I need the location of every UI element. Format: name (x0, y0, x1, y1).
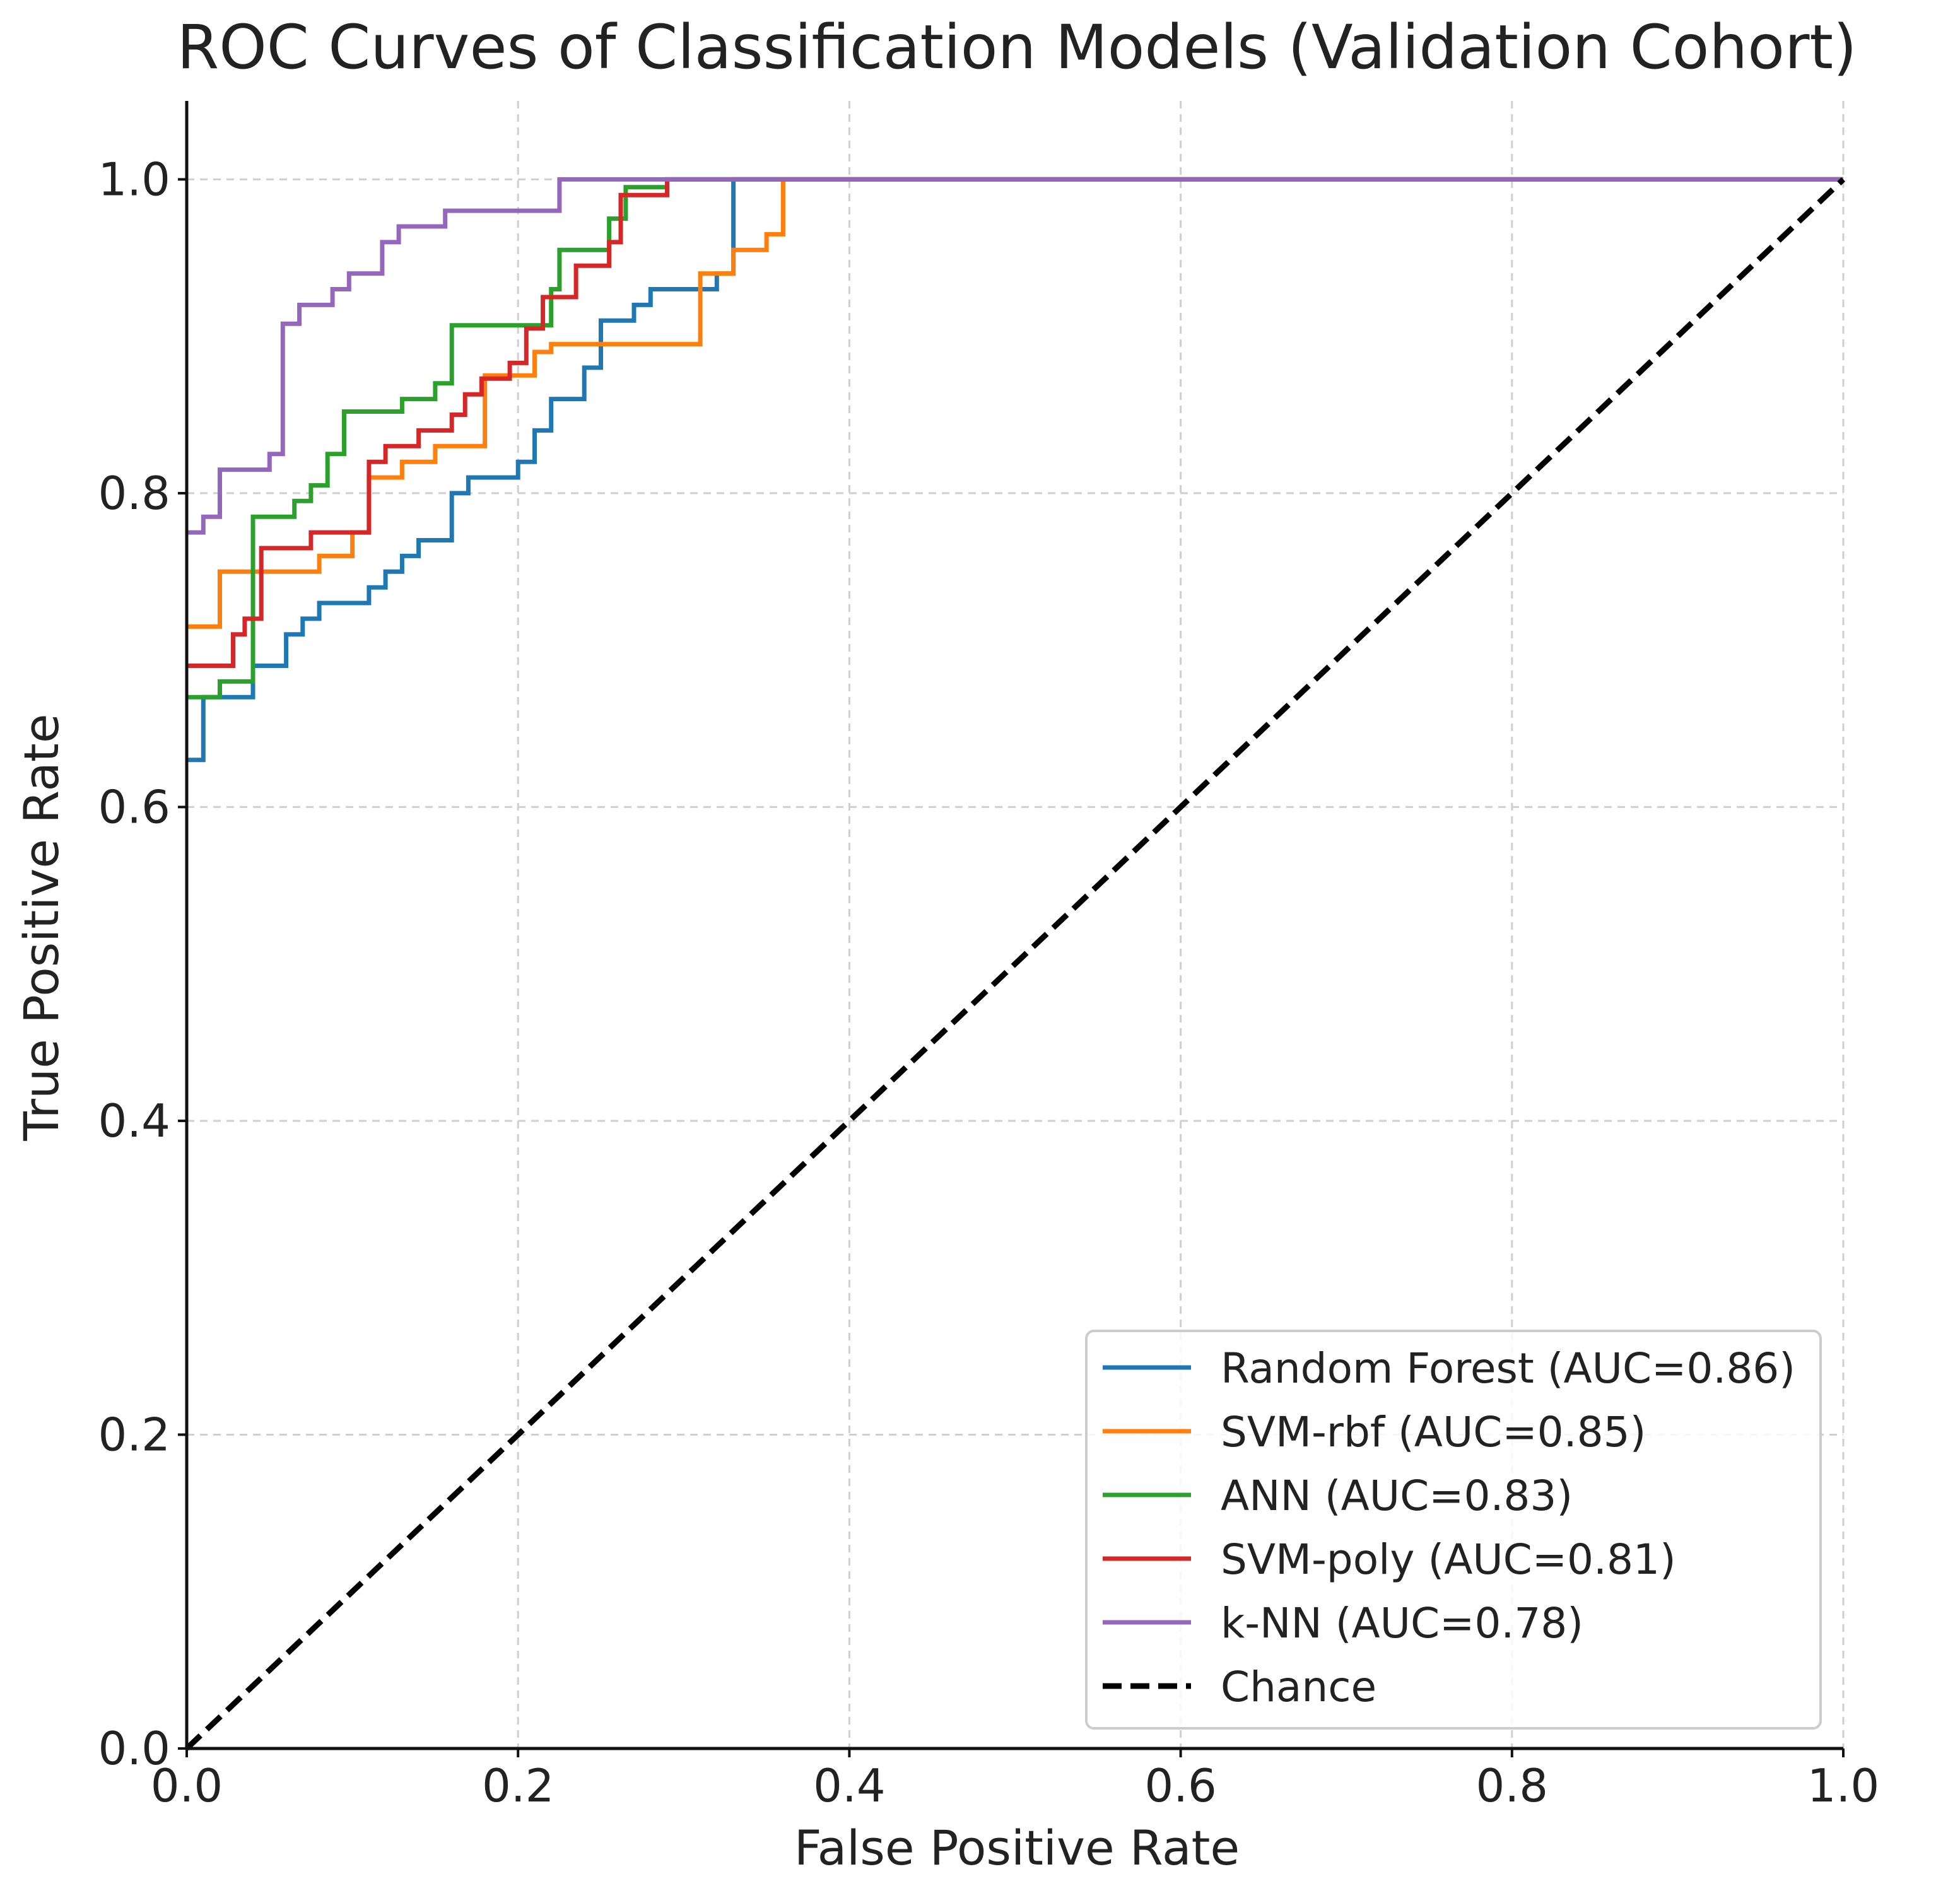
ticks-layer: 0.0 0.2 0.4 0.6 0.8 1.0 0.0 0.2 0.4 0.6 0.8 1.0 (98, 153, 1879, 1812)
legend-box (1085, 1330, 1822, 1730)
x-axis-label: False Positive Rate (794, 1820, 1240, 1876)
chart-title: ROC Curves of Classification Models (Val… (177, 12, 1857, 83)
series-layer (184, 177, 1846, 1751)
series-line-4 (187, 177, 1843, 535)
legend: Random Forest (AUC=0.86) SVM-rbf (AUC=0.8… (1085, 1330, 1822, 1730)
legend-label-4: k-NN (AUC=0.78) (1221, 1599, 1583, 1648)
y-tick-label: 0.6 (98, 780, 170, 833)
x-tick-label: 0.2 (482, 1759, 555, 1812)
x-tick-label: 0.4 (813, 1759, 886, 1812)
x-tick-label: 1.0 (1807, 1759, 1880, 1812)
x-tick-label: 0.8 (1476, 1759, 1549, 1812)
x-tick-label: 0.0 (151, 1759, 223, 1812)
legend-label-0: Random Forest (AUC=0.86) (1221, 1344, 1795, 1393)
legend-entries: Random Forest (AUC=0.86) SVM-rbf (AUC=0.8… (1103, 1344, 1795, 1711)
legend-label-3: SVM-poly (AUC=0.81) (1221, 1535, 1676, 1584)
y-tick-label: 0.0 (98, 1722, 170, 1775)
y-axis-label: True Positive Rate (13, 714, 69, 1142)
series-line-1 (187, 177, 1843, 629)
y-tick-label: 0.2 (98, 1408, 170, 1461)
series-line-5 (184, 177, 1846, 1751)
legend-label-2: ANN (AUC=0.83) (1221, 1472, 1573, 1520)
y-tick-label: 1.0 (98, 153, 170, 206)
series-line-0 (187, 177, 1843, 763)
legend-label-1: SVM-rbf (AUC=0.85) (1221, 1408, 1646, 1456)
axes-layer (185, 101, 1843, 1750)
x-tick-label: 0.6 (1144, 1759, 1217, 1812)
y-tick-label: 0.8 (98, 467, 170, 520)
legend-label-5: Chance (1221, 1663, 1376, 1711)
series-line-2 (187, 177, 1843, 700)
series-line-3 (187, 177, 1843, 668)
y-tick-label: 0.4 (98, 1094, 170, 1147)
